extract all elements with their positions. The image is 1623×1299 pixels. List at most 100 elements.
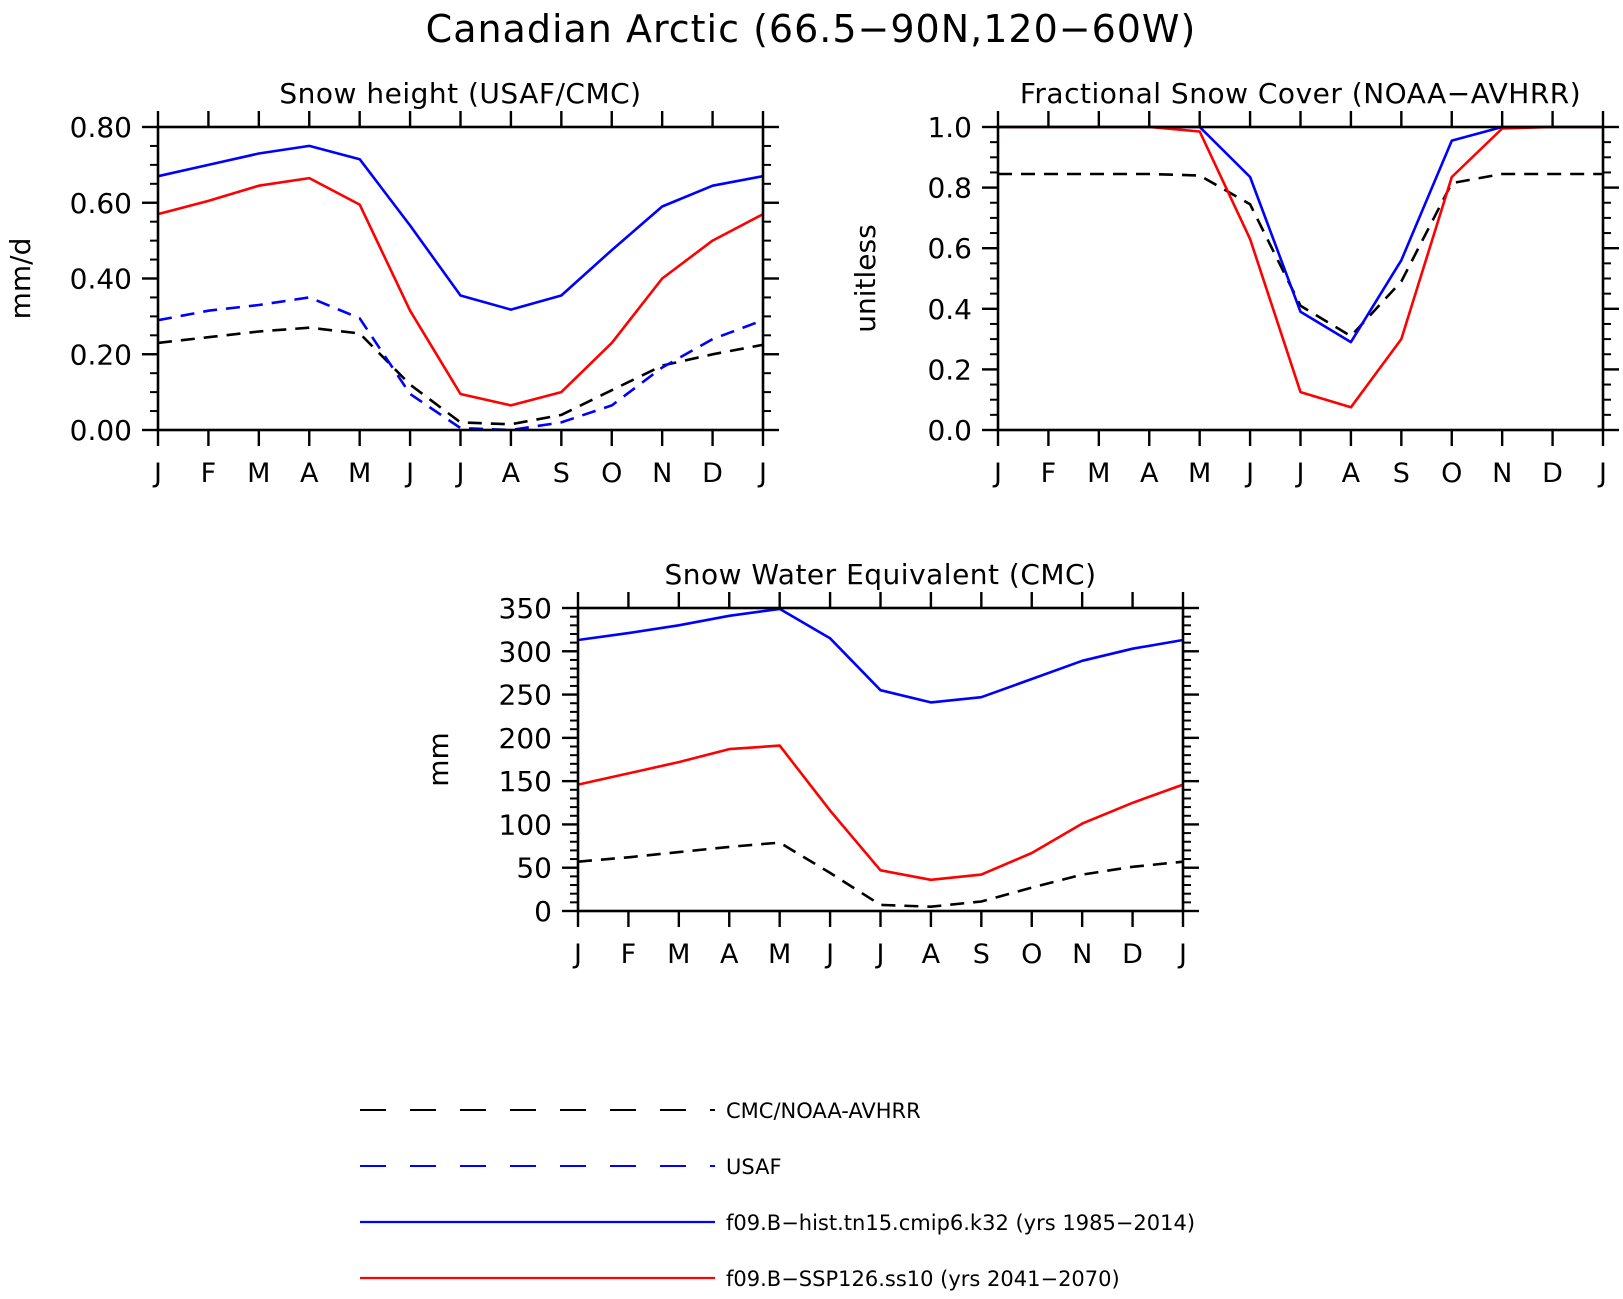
panels: Snow height (USAF/CMC)mm/dJ F M A M J J A S O N D J0…	[4, 77, 1619, 970]
legend-label: f09.B−SSP126.ss10 (yrs 2041−2070)	[726, 1267, 1120, 1291]
x-tick-label: N	[1072, 939, 1092, 970]
x-tick-label: J	[404, 458, 414, 489]
x-tick-label: M	[1188, 458, 1211, 489]
y-axis-label: mm/d	[4, 238, 37, 320]
series-line-2	[998, 125, 1603, 409]
panel-title: Snow height (USAF/CMC)	[279, 77, 641, 110]
panel-title: Fractional Snow Cover (NOAA−AVHRR)	[1020, 77, 1581, 110]
x-tick-label: J	[1177, 939, 1187, 970]
x-tick-label: J	[992, 458, 1002, 489]
series-group	[157, 144, 764, 432]
plot-frame	[576, 606, 1185, 913]
series-line-0	[998, 172, 1603, 338]
y-tick-label: 350	[499, 592, 552, 625]
x-tick-label: J	[875, 939, 885, 970]
legend-label: USAF	[726, 1155, 782, 1179]
x-tick-label: M	[1087, 458, 1110, 489]
y-ticks: 0.0 0.2 0.4 0.6 0.8 1.0	[927, 111, 1619, 447]
series-group	[998, 125, 1603, 409]
panel-snow-height: Snow height (USAF/CMC)mm/dJ F M A M J J A S O N D J0…	[4, 77, 779, 489]
panel-swe: Snow Water Equivalent (CMC)mmJ F M A M J J A S O N…	[422, 558, 1199, 970]
y-tick-label: 0.00	[70, 414, 132, 447]
y-ticks: 0.00 0.20 0.40 0.60 0.80	[70, 111, 779, 447]
figure-title: Canadian Arctic (66.5−90N,120−60W)	[426, 7, 1197, 51]
x-tick-label: F	[201, 458, 217, 489]
y-tick-label: 1.0	[927, 111, 972, 144]
legend-label: CMC/NOAA-AVHRR	[726, 1099, 921, 1123]
legend-entry-1: USAF	[360, 1155, 782, 1179]
x-tick-label: S	[973, 939, 990, 970]
y-tick-label: 0	[534, 895, 552, 928]
x-tick-label: S	[1393, 458, 1410, 489]
series-line-2	[577, 744, 1184, 882]
x-tick-label: J	[455, 458, 465, 489]
series-line-0	[157, 326, 764, 426]
series-line-2	[157, 144, 764, 311]
legend-entry-3: f09.B−SSP126.ss10 (yrs 2041−2070)	[360, 1267, 1120, 1291]
x-tick-label: J	[824, 939, 834, 970]
x-tick-label: J	[572, 939, 582, 970]
y-tick-label: 0.20	[70, 338, 132, 371]
x-tick-label: A	[720, 939, 739, 970]
legend-entry-2: f09.B−hist.tn15.cmip6.k32 (yrs 1985−2014…	[360, 1211, 1195, 1235]
panel-snow-cover: Fractional Snow Cover (NOAA−AVHRR) unitle…	[849, 77, 1619, 489]
x-tick-label: O	[1441, 458, 1462, 489]
x-tick-label: M	[247, 458, 270, 489]
x-tick-label: D	[1122, 939, 1143, 970]
y-tick-label: 0.0	[927, 414, 972, 447]
legend-entry-0: CMC/NOAA-AVHRR	[360, 1099, 921, 1123]
x-tick-label: M	[348, 458, 371, 489]
x-tick-label: A	[502, 458, 521, 489]
x-tick-label: S	[553, 458, 570, 489]
y-tick-label: 0.2	[927, 353, 972, 386]
x-tick-label: M	[667, 939, 690, 970]
x-tick-label: A	[300, 458, 319, 489]
x-tick-label: M	[768, 939, 791, 970]
x-tick-label: A	[1140, 458, 1159, 489]
x-tick-label: F	[621, 939, 637, 970]
x-tick-label: J	[757, 458, 767, 489]
legend-label: f09.B−hist.tn15.cmip6.k32 (yrs 1985−2014…	[726, 1211, 1195, 1235]
x-tick-label: N	[1492, 458, 1512, 489]
plot-frame	[996, 125, 1605, 432]
y-ticks: 0 50 100 150 200 250 300 350	[499, 592, 1199, 928]
y-axis-label: mm	[422, 732, 455, 787]
y-tick-label: 0.6	[927, 232, 972, 265]
y-tick-label: 0.8	[927, 172, 972, 205]
panel-title: Snow Water Equivalent (CMC)	[664, 558, 1096, 591]
plot-frame	[156, 125, 765, 432]
series-line-1	[998, 125, 1603, 344]
x-tick-label: J	[1597, 458, 1607, 489]
y-tick-label: 100	[499, 808, 552, 841]
x-tick-label: F	[1041, 458, 1057, 489]
x-tick-label: A	[922, 939, 941, 970]
y-tick-label: 0.40	[70, 263, 132, 296]
x-tick-label: J	[1295, 458, 1305, 489]
x-tick-label: J	[152, 458, 162, 489]
y-tick-label: 0.80	[70, 111, 132, 144]
series-line-3	[157, 176, 764, 407]
y-tick-label: 300	[499, 635, 552, 668]
y-tick-label: 0.4	[927, 293, 972, 326]
y-tick-label: 150	[499, 765, 552, 798]
x-tick-label: D	[1542, 458, 1563, 489]
x-tick-label: O	[1021, 939, 1042, 970]
y-tick-label: 0.60	[70, 187, 132, 220]
x-tick-label: A	[1342, 458, 1361, 489]
legend: CMC/NOAA-AVHRR USAF f09.B−hist.tn15.cmip6.…	[360, 1099, 1195, 1291]
y-tick-label: 200	[499, 722, 552, 755]
y-tick-label: 250	[499, 679, 552, 712]
x-tick-label: N	[652, 458, 672, 489]
series-group	[577, 607, 1184, 909]
x-tick-label: O	[601, 458, 622, 489]
series-line-1	[577, 607, 1184, 704]
series-line-1	[157, 296, 764, 432]
x-tick-label: J	[1244, 458, 1254, 489]
y-axis-label: unitless	[849, 224, 882, 332]
series-line-0	[577, 841, 1184, 909]
